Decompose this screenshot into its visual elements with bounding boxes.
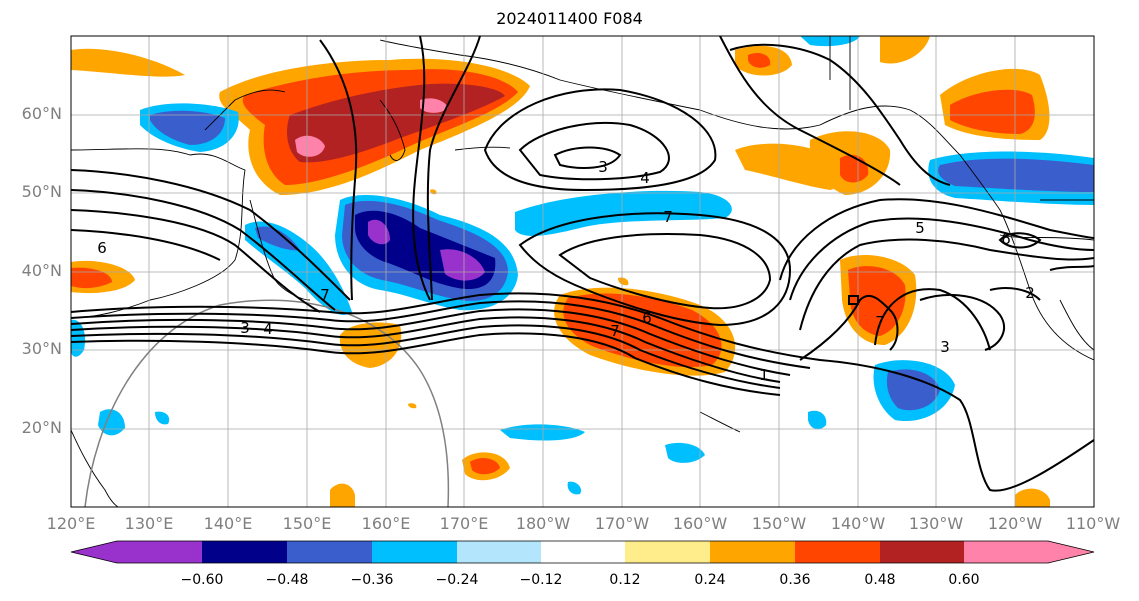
map-frame — [70, 35, 1095, 508]
lon-label: 130°E — [124, 514, 174, 533]
colorbar-tick-label: −0.12 — [519, 572, 563, 588]
colorbar-tick-label: 0.36 — [779, 572, 811, 588]
lat-label: 40°N — [21, 261, 62, 280]
colorbar-segment — [202, 541, 287, 563]
contour-label: 5 — [915, 219, 925, 237]
colorbar-segment — [541, 541, 625, 563]
lat-label: 20°N — [21, 418, 62, 437]
contour-label: 2 — [1025, 284, 1035, 302]
lon-label: 160°E — [361, 514, 411, 533]
colorbar — [70, 540, 1095, 564]
lon-label: 160°W — [672, 514, 728, 533]
lat-label: 30°N — [21, 339, 62, 358]
lon-label: 150°E — [282, 514, 332, 533]
contour-label: 7 — [610, 322, 620, 340]
colorbar-tick-label: 0.48 — [864, 572, 896, 588]
colorbar-tick-label: −0.24 — [435, 572, 479, 588]
lon-label: 180°W — [515, 514, 571, 533]
lon-label: 170°E — [439, 514, 489, 533]
contour-label: 7 — [320, 286, 330, 304]
lat-label: 50°N — [21, 182, 62, 201]
lon-label: 120°W — [987, 514, 1043, 533]
lon-label: 120°E — [46, 514, 96, 533]
lon-label: 140°E — [203, 514, 253, 533]
contour-label: 4 — [263, 320, 273, 338]
contour-label: 4 — [640, 169, 650, 187]
colorbar-tick-label: −0.60 — [180, 572, 224, 588]
anomaly-shading — [71, 36, 1094, 507]
colorbar-segment — [117, 541, 202, 563]
colorbar-segment — [372, 541, 457, 563]
lon-label: 140°W — [830, 514, 886, 533]
lat-label: 60°N — [21, 104, 62, 123]
contour-label: 6 — [97, 239, 107, 257]
map-plot-area: 3 4 7 5 6 2 6 1 3 4 3 7 6 7 7 — [71, 36, 1094, 507]
colorbar-tick-label: 0.60 — [948, 572, 980, 588]
range-circle — [84, 299, 450, 507]
colorbar-segment — [710, 541, 795, 563]
lon-label: 130°W — [908, 514, 964, 533]
colorbar-segment — [287, 541, 372, 563]
map-title: 2024011400 F084 — [496, 9, 643, 28]
contour-label: 3 — [240, 319, 250, 337]
lon-label: 170°W — [594, 514, 650, 533]
colorbar-segment — [457, 541, 541, 563]
contour-label: 3 — [940, 338, 950, 356]
colorbar-tick-label: −0.36 — [350, 572, 394, 588]
contour-label: 7 — [663, 208, 673, 226]
colorbar-segment — [795, 541, 880, 563]
gridlines — [71, 36, 1094, 507]
colorbar-tick-label: 0.24 — [694, 572, 726, 588]
contour-label: 3 — [598, 158, 608, 176]
contour-label: 1 — [759, 366, 769, 384]
colorbar-segment — [880, 541, 964, 563]
contour-label-group: 3 4 7 5 6 2 6 1 3 4 3 7 6 7 7 — [97, 158, 1035, 384]
colorbar-tick-label: 0.12 — [609, 572, 641, 588]
lon-label: 150°W — [751, 514, 807, 533]
contour-label: 6 — [1001, 230, 1011, 248]
colorbar-tick-label: −0.48 — [265, 572, 309, 588]
colorbar-segment — [625, 541, 710, 563]
contour-label: 7 — [875, 313, 885, 331]
colorbar-extend-low — [71, 541, 117, 563]
coastlines — [71, 36, 1094, 507]
lon-label: 110°W — [1065, 514, 1121, 533]
contour-lines — [71, 36, 1094, 492]
colorbar-extend-high — [964, 541, 1094, 563]
contour-label: 6 — [642, 309, 652, 327]
